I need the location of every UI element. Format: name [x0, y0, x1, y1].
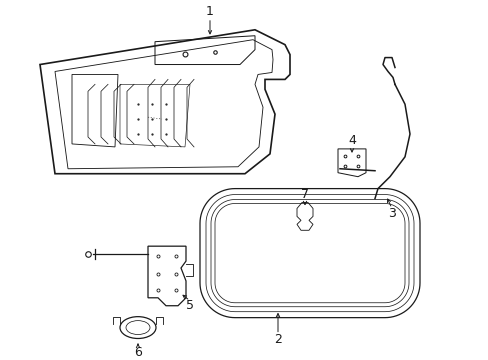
Text: 2: 2 — [273, 333, 282, 346]
Text: 4: 4 — [347, 134, 355, 148]
Text: 6: 6 — [134, 346, 142, 359]
Text: 1: 1 — [205, 5, 214, 18]
Text: 3: 3 — [387, 207, 395, 220]
Text: 5: 5 — [185, 299, 194, 312]
Text: 7: 7 — [301, 188, 308, 201]
